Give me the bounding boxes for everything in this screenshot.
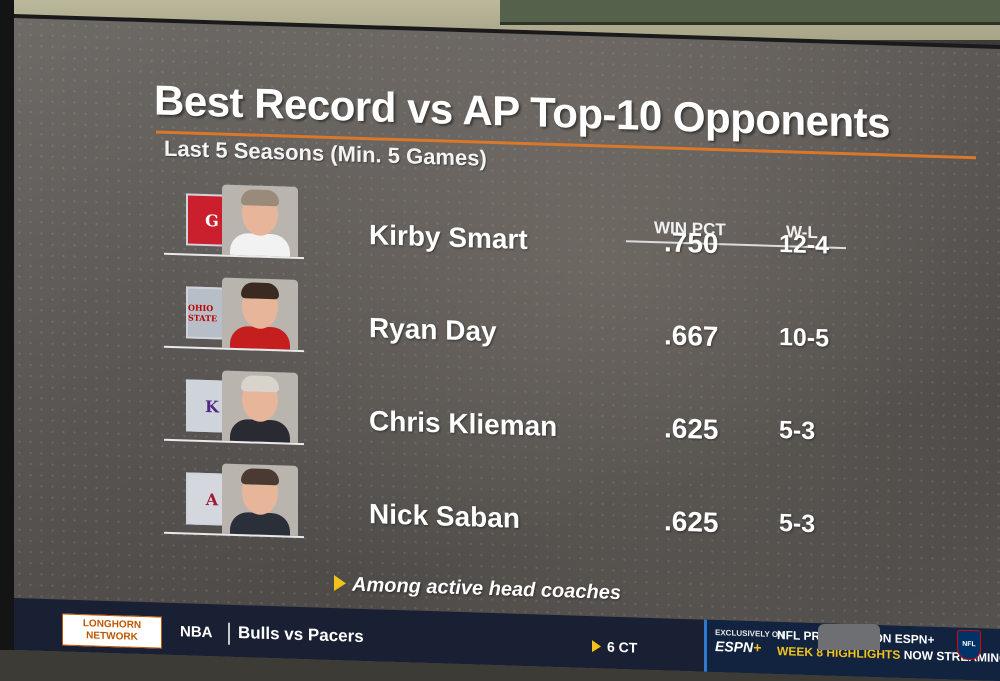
photo-hair xyxy=(241,189,279,207)
espn-plus-logo: ESPN+ xyxy=(715,638,761,655)
coach-photo xyxy=(222,370,298,443)
promo-line-2-stream: NOW STREAMING xyxy=(903,647,1000,666)
photo-body xyxy=(230,232,290,257)
tv-screen: Best Record vs AP Top-10 Opponents Last … xyxy=(14,18,1000,681)
coach-photo xyxy=(222,463,298,536)
play-arrow-icon xyxy=(592,640,601,653)
coach-name: Nick Saban xyxy=(369,498,520,534)
coach-photo xyxy=(222,184,298,257)
espn-plus-sign: + xyxy=(753,639,762,656)
footnote: Among active head coaches xyxy=(334,573,621,605)
photo-body xyxy=(230,418,290,443)
tv-bezel-left xyxy=(0,0,14,650)
wl-value: 5-3 xyxy=(779,416,816,446)
win-pct-value: .667 xyxy=(664,319,719,353)
ticker-time-text: 6 CT xyxy=(607,638,638,656)
coach-name: Kirby Smart xyxy=(369,219,528,256)
espn-text: ESPN xyxy=(715,638,754,656)
footnote-text: Among active head coaches xyxy=(352,573,621,605)
win-pct-value: .750 xyxy=(664,226,719,260)
longhorn-network-logo: LONGHORN NETWORK xyxy=(62,613,162,649)
coach-name: Chris Klieman xyxy=(369,405,558,443)
ticker-league: NBA xyxy=(180,623,213,642)
win-pct-value: .625 xyxy=(664,412,719,446)
photo-body xyxy=(230,511,290,536)
wl-value: 12-4 xyxy=(779,230,830,260)
ticker-divider xyxy=(228,622,230,645)
coach-name: Ryan Day xyxy=(369,312,497,348)
logo-letter: K xyxy=(205,396,219,416)
win-pct-value: .625 xyxy=(664,505,719,539)
arrow-icon xyxy=(334,575,346,592)
coach-photo xyxy=(222,277,298,350)
ticker-game: Bulls vs Pacers xyxy=(238,623,364,646)
wl-value: 5-3 xyxy=(779,509,816,539)
wl-value: 10-5 xyxy=(779,323,830,353)
wall-picture-frame xyxy=(500,0,1000,25)
cup-object xyxy=(818,624,880,650)
logo-letter: G xyxy=(205,210,219,230)
nfl-shield-icon: NFL xyxy=(957,629,981,661)
photo-body xyxy=(230,325,290,350)
photo-hair xyxy=(241,375,279,393)
ticker-time: 6 CT xyxy=(592,638,638,656)
logo-letter: A xyxy=(205,489,219,509)
photo-hair xyxy=(241,468,279,486)
photo-hair xyxy=(241,282,279,300)
